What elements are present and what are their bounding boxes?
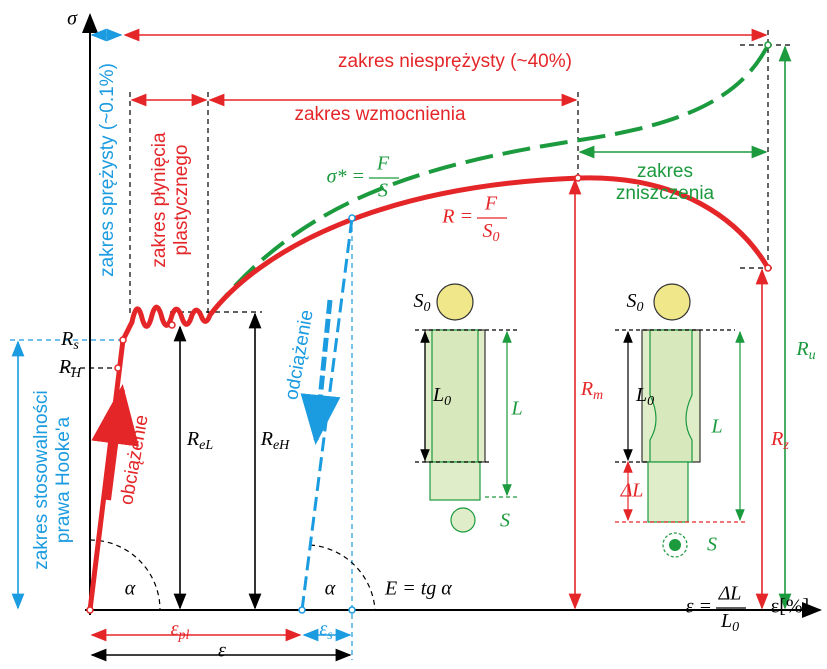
stress-strain-diagram: σε =ΔLL0ε[%]zakres sprężysty (~0.1%)zakr… — [0, 0, 827, 669]
label-main: ε — [319, 618, 327, 640]
engineering-stress-formula-denominator: S0 — [483, 220, 500, 246]
label-sub: 0 — [493, 230, 500, 245]
specimen-current-area: S — [707, 534, 717, 556]
true-stress-formula-denominator: S — [378, 180, 388, 202]
unloading-label: odciążenie — [281, 308, 317, 401]
label-sub: s — [73, 338, 79, 353]
specimen-current-length: L — [510, 398, 522, 420]
angle-label: α — [125, 578, 136, 600]
curves — [87, 42, 771, 613]
modulus-formula: E = tg α — [384, 578, 452, 600]
yield-range: zakres płynięcia — [149, 132, 170, 268]
stress-label: ReH — [260, 428, 290, 454]
label-sub: eH — [273, 438, 290, 453]
strain-label: ε — [218, 640, 226, 662]
strain-formula-numerator: ΔL — [718, 583, 742, 605]
hooke-range: prawa Hooke'a — [53, 417, 74, 544]
label-main: R — [260, 428, 273, 450]
stress-label: Ru — [795, 338, 815, 364]
stress-label: Rz — [770, 428, 789, 454]
label-sub: 0 — [424, 300, 431, 315]
label-main: R — [60, 328, 73, 350]
label-main: R — [58, 356, 71, 378]
label-main: R — [580, 378, 593, 400]
engineering-stress-formula-lhs: R = — [441, 206, 473, 228]
failure-range: zniszczenia — [616, 183, 715, 204]
label-sub: 0 — [647, 394, 654, 409]
failure-range: zakres — [637, 161, 693, 182]
stress-label: Rm — [580, 378, 603, 404]
label-sub: eL — [199, 438, 213, 453]
stress-label: ReL — [186, 428, 213, 454]
x-axis-unit: ε[%] — [771, 596, 809, 618]
hooke-range: zakres stosowalności — [31, 390, 52, 570]
label-main: S — [414, 290, 424, 312]
elastic-range: zakres sprężysty (~0.1%) — [97, 63, 118, 277]
label-main: R — [770, 428, 783, 450]
label-main: S — [483, 220, 493, 242]
specimen-area: S0 — [414, 290, 431, 316]
label-main: ε — [171, 618, 179, 640]
label-sub: z — [782, 438, 789, 453]
strain-label: εpl — [171, 618, 190, 644]
label-sub: 0 — [637, 300, 644, 315]
strain-formula-lhs: ε = — [686, 596, 712, 618]
specimen-current-length: L — [710, 416, 722, 438]
specimens — [415, 284, 745, 557]
label-main: R — [795, 338, 808, 360]
label-main: L — [720, 610, 732, 632]
strain-label: εs — [319, 618, 333, 644]
label-sub: H — [70, 366, 82, 381]
label-sub: m — [593, 388, 603, 403]
engineering-stress-formula-numerator: F — [484, 193, 498, 215]
stress-label: Rs — [60, 328, 79, 354]
true-stress-formula-lhs: σ* = — [327, 166, 365, 188]
strain-formula-denominator: L0 — [720, 610, 739, 636]
true-stress-formula-numerator: F — [376, 153, 390, 175]
label-main: S — [627, 290, 637, 312]
label-sub: pl — [178, 628, 190, 643]
label-sub: s — [327, 628, 333, 643]
stress-label: RH — [58, 356, 82, 382]
angle-label: α — [325, 578, 336, 600]
label-sub: u — [809, 348, 816, 363]
inelastic-range: zakres niesprężysty (~40%) — [338, 51, 572, 72]
yield-range: plastycznego — [171, 145, 192, 256]
specimen-elongation: ΔL — [620, 480, 644, 502]
label-main: L — [635, 384, 647, 406]
label-sub: 0 — [444, 394, 451, 409]
label-main: L — [432, 384, 444, 406]
hardening-range: zakres wzmocnienia — [294, 104, 465, 125]
label-sub: 0 — [732, 620, 739, 635]
specimen-area: S0 — [627, 290, 644, 316]
unloading-line — [302, 218, 352, 610]
loading-label: obciążenie — [116, 413, 152, 506]
y-axis-symbol: σ — [67, 8, 78, 30]
label-main: R — [186, 428, 199, 450]
specimen-current-area: S — [500, 510, 510, 532]
